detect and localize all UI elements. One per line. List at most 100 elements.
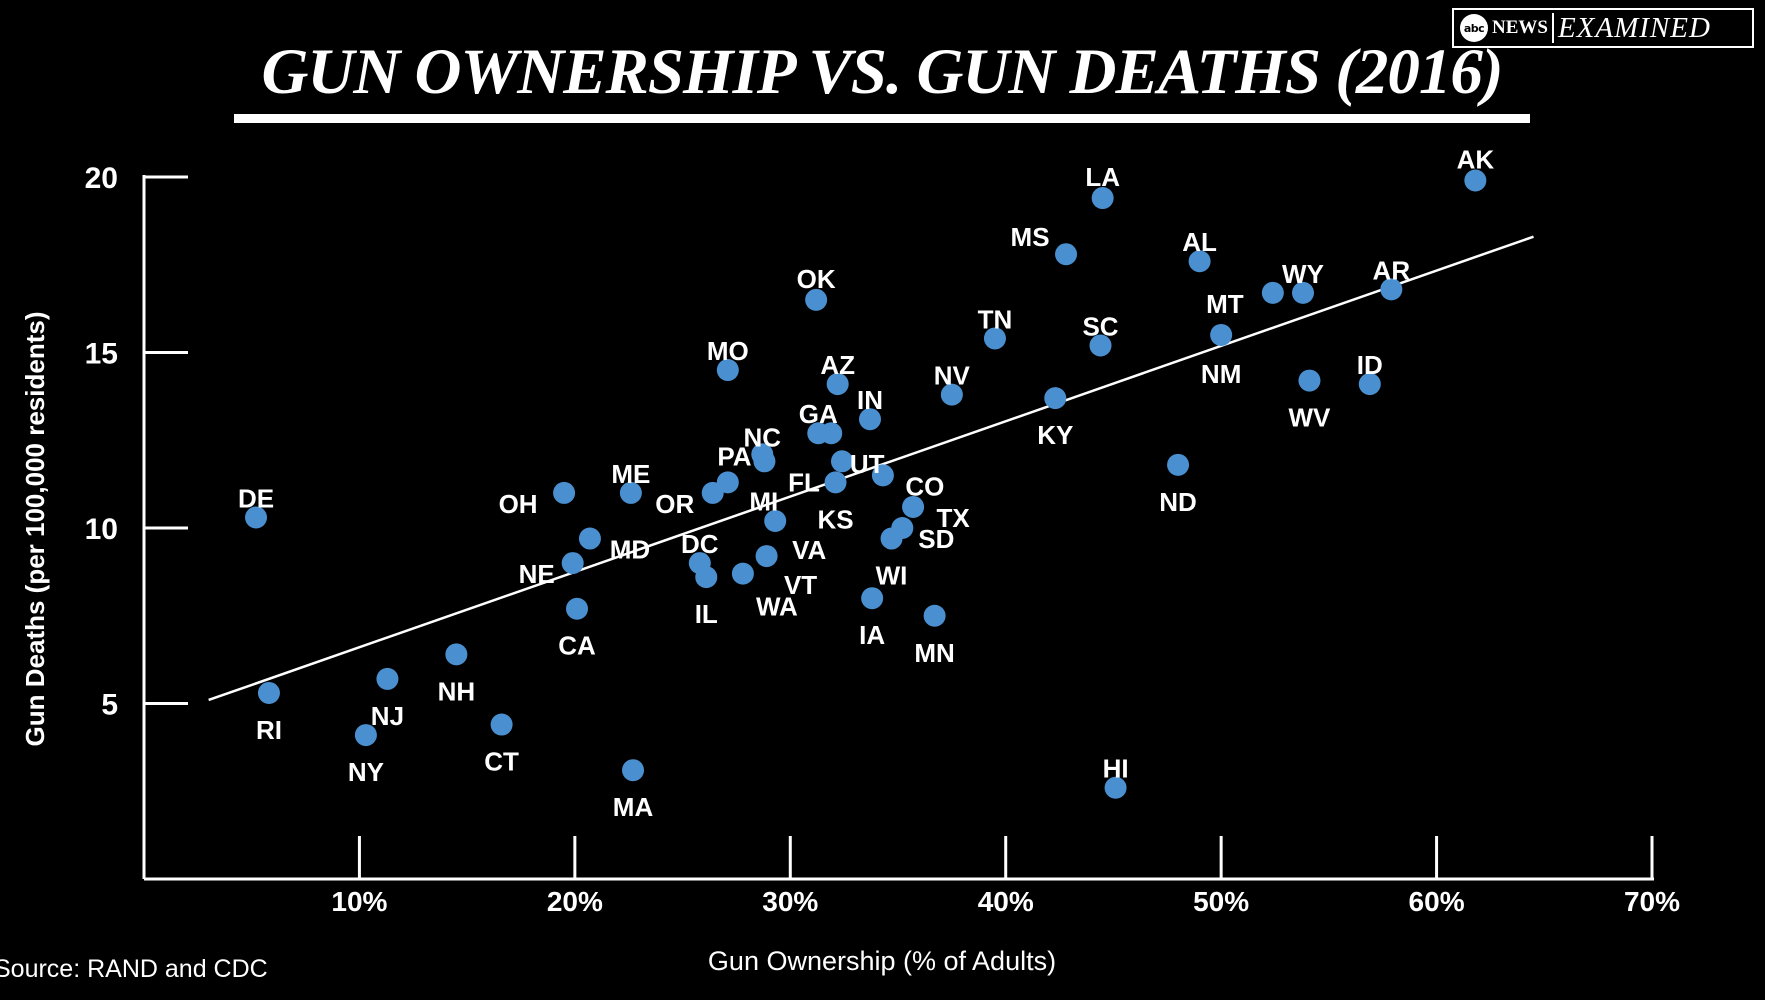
point-label-oh: OH <box>499 489 538 519</box>
point-mo <box>716 359 739 382</box>
point-ma <box>622 759 645 782</box>
abc-logo-icon: abc <box>1460 14 1488 42</box>
point-label-wy: WY <box>1282 259 1324 289</box>
point-de <box>245 506 268 529</box>
point-nm <box>1210 323 1233 346</box>
point-co <box>871 464 894 487</box>
point-wa <box>731 562 754 585</box>
y-tick-label: 10 <box>85 513 118 546</box>
point-label-id: ID <box>1357 350 1383 380</box>
point-label-ma: MA <box>613 792 654 822</box>
point-label-il: IL <box>695 599 718 629</box>
x-tick-label: 50% <box>1193 886 1249 917</box>
point-label-or: OR <box>655 489 694 519</box>
brand-network: NEWS <box>1492 17 1548 38</box>
point-ok <box>805 288 828 311</box>
point-label-nv: NV <box>934 361 971 391</box>
point-label-sd: SD <box>918 524 954 554</box>
point-label-ks: KS <box>817 504 853 534</box>
data-points <box>245 169 1487 799</box>
point-label-va: VA <box>792 535 826 565</box>
point-label-co: CO <box>905 471 944 501</box>
y-axis-label: Gun Deaths (per 100,000 residents) <box>20 312 50 747</box>
point-label-ri: RI <box>256 715 282 745</box>
x-axis-label: Gun Ownership (% of Adults) <box>708 946 1056 976</box>
y-tick-label: 5 <box>101 689 118 722</box>
point-label-md: MD <box>610 535 650 565</box>
point-label-mt: MT <box>1206 289 1244 319</box>
point-fl <box>830 450 853 473</box>
point-label-ms: MS <box>1011 222 1050 252</box>
point-wi <box>880 527 903 550</box>
point-label-tx: TX <box>936 503 970 533</box>
brand-series: EXAMINED <box>1557 11 1711 44</box>
point-label-az: AZ <box>820 350 855 380</box>
point-va <box>764 509 787 532</box>
y-ticks: 5 10 15 20 <box>85 162 188 722</box>
point-label-ct: CT <box>484 747 519 777</box>
point-label-ky: KY <box>1037 420 1073 450</box>
point-label-nj: NJ <box>371 701 404 731</box>
point-sc <box>1089 334 1112 357</box>
point-me <box>619 481 642 504</box>
point-label-sc: SC <box>1082 311 1118 341</box>
point-label-in: IN <box>857 385 883 415</box>
point-tn <box>983 327 1006 350</box>
abc-news-examined-logo: abc NEWS EXAMINED <box>1452 8 1754 48</box>
trend-line <box>208 235 1534 702</box>
point-label-ar: AR <box>1373 255 1411 285</box>
point-nh <box>445 643 468 666</box>
point-label-fl: FL <box>788 467 820 497</box>
point-label-hi: HI <box>1103 754 1129 784</box>
point-label-ca: CA <box>558 631 596 661</box>
x-tick-label: 10% <box>331 886 387 917</box>
point-ct <box>490 713 513 736</box>
point-label-nh: NH <box>438 676 476 706</box>
x-tick-label: 30% <box>762 886 818 917</box>
title-underline <box>234 114 1530 123</box>
point-ms <box>1055 243 1078 266</box>
point-mn <box>923 604 946 627</box>
point-label-mi: MI <box>749 486 778 516</box>
x-tick-label: 70% <box>1624 886 1680 917</box>
point-ak <box>1464 169 1487 192</box>
point-nv <box>940 383 963 406</box>
point-label-wi: WI <box>876 561 908 591</box>
point-label-wv: WV <box>1289 403 1332 433</box>
point-label-vt: VT <box>784 570 817 600</box>
point-wy <box>1292 281 1315 304</box>
point-ut <box>820 422 843 445</box>
point-label-ny: NY <box>348 757 384 787</box>
point-ks <box>824 471 847 494</box>
point-ny <box>354 724 377 747</box>
point-ca <box>566 597 589 620</box>
point-label-nm: NM <box>1201 359 1241 389</box>
point-label-la: LA <box>1085 162 1120 192</box>
point-id <box>1358 373 1381 396</box>
point-la <box>1091 187 1114 210</box>
point-label-mn: MN <box>914 638 954 668</box>
x-tick-label: 60% <box>1409 886 1465 917</box>
point-label-me: ME <box>611 459 650 489</box>
point-nd <box>1167 453 1190 476</box>
x-tick-label: 40% <box>978 886 1034 917</box>
point-md <box>578 527 601 550</box>
point-az <box>826 373 849 396</box>
point-oh <box>553 481 576 504</box>
point-label-nc: NC <box>743 422 781 452</box>
point-label-ne: NE <box>519 559 555 589</box>
point-in <box>858 408 881 431</box>
point-ia <box>861 587 884 610</box>
brand-divider <box>1551 13 1554 43</box>
point-hi <box>1104 776 1127 799</box>
x-tick-label: 20% <box>547 886 603 917</box>
point-al <box>1188 250 1211 273</box>
point-vt <box>755 545 778 568</box>
point-label-al: AL <box>1182 227 1217 257</box>
point-label-de: DE <box>238 483 274 513</box>
point-il <box>695 566 718 589</box>
point-or <box>701 481 724 504</box>
point-pa <box>753 450 776 473</box>
point-tx <box>902 495 925 518</box>
